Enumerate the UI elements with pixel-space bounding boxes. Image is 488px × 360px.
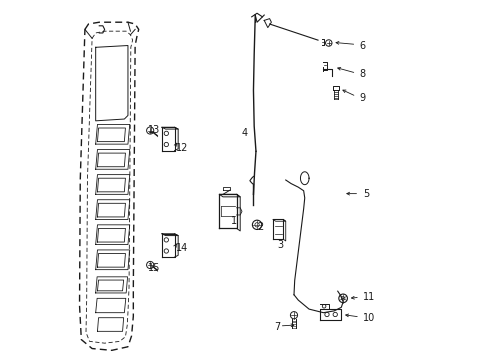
Text: 10: 10 [362,313,374,323]
Text: 1: 1 [230,216,236,226]
Text: 7: 7 [274,322,280,332]
Text: 3: 3 [277,239,283,249]
Text: 15: 15 [148,263,160,273]
Text: 9: 9 [359,93,365,103]
Text: 13: 13 [148,125,160,135]
Text: 12: 12 [176,143,188,153]
Text: 6: 6 [359,41,365,50]
Text: 4: 4 [242,129,247,138]
Text: 14: 14 [176,243,188,253]
Text: 11: 11 [362,292,374,302]
Text: 2: 2 [257,222,263,231]
Text: 5: 5 [362,189,368,199]
Text: 8: 8 [359,69,365,79]
